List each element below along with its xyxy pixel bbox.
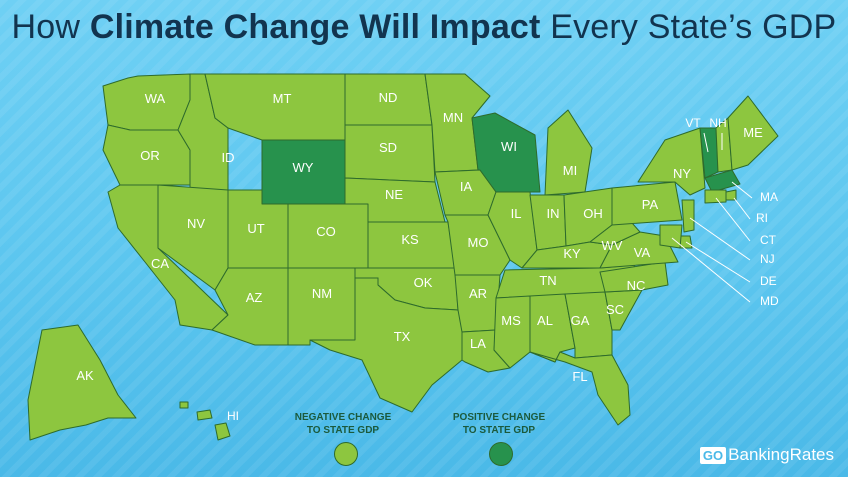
label-tx: TX bbox=[394, 329, 411, 344]
label-ca: CA bbox=[151, 256, 169, 271]
brand-logo: GO BankingRates bbox=[699, 445, 834, 465]
label-nj: NJ bbox=[760, 252, 775, 266]
legend-positive-line1: POSITIVE CHANGE bbox=[452, 412, 546, 423]
label-az: AZ bbox=[246, 290, 263, 305]
label-ms: MS bbox=[501, 313, 521, 328]
label-mn: MN bbox=[443, 110, 463, 125]
label-ne: NE bbox=[385, 187, 403, 202]
legend-negative-line2: TO STATE GDP bbox=[306, 425, 380, 436]
label-va: VA bbox=[634, 245, 651, 260]
state-me bbox=[727, 95, 779, 171]
label-ky: KY bbox=[563, 246, 581, 261]
state-ma bbox=[704, 169, 741, 193]
label-md: MD bbox=[760, 294, 779, 308]
leader-ri bbox=[733, 197, 751, 220]
label-ar: AR bbox=[469, 286, 487, 301]
legend-positive-line2: TO STATE GDP bbox=[462, 425, 536, 436]
state-tx bbox=[309, 277, 466, 413]
label-al: AL bbox=[537, 313, 553, 328]
label-wi: WI bbox=[501, 139, 517, 154]
label-la: LA bbox=[470, 336, 486, 351]
state-nj bbox=[681, 199, 695, 233]
label-ok: OK bbox=[414, 275, 433, 290]
state-ct bbox=[704, 189, 727, 204]
callout-leaders bbox=[671, 132, 753, 303]
legend-negative-swatch bbox=[334, 442, 358, 466]
state-md bbox=[659, 224, 683, 249]
label-pa: PA bbox=[642, 197, 659, 212]
state-mi bbox=[544, 109, 593, 196]
label-vt: VT bbox=[685, 116, 701, 130]
label-nv: NV bbox=[187, 216, 205, 231]
state-ak bbox=[27, 324, 137, 441]
legend-negative-text: NEGATIVE CHANGE TO STATE GDP bbox=[273, 411, 413, 437]
legend-negative-line1: NEGATIVE CHANGE bbox=[294, 412, 392, 423]
brand-name: BankingRates bbox=[728, 445, 834, 464]
state-hi bbox=[179, 401, 231, 441]
label-mo: MO bbox=[468, 235, 489, 250]
label-fl: FL bbox=[572, 369, 587, 384]
label-ny: NY bbox=[673, 166, 691, 181]
label-ut: UT bbox=[247, 221, 264, 236]
label-nm: NM bbox=[312, 286, 332, 301]
title-bold: Climate Change Will Impact bbox=[89, 8, 541, 46]
label-ga: GA bbox=[571, 313, 590, 328]
label-wv: WV bbox=[602, 238, 623, 253]
label-co: CO bbox=[316, 224, 336, 239]
label-sc: SC bbox=[606, 302, 624, 317]
label-wy: WY bbox=[293, 160, 314, 175]
label-oh: OH bbox=[583, 206, 603, 221]
label-ak: AK bbox=[76, 368, 94, 383]
label-il: IL bbox=[511, 206, 522, 221]
label-or: OR bbox=[140, 148, 160, 163]
legend-positive-swatch bbox=[489, 442, 513, 466]
state-ny bbox=[637, 127, 706, 196]
label-nc: NC bbox=[627, 278, 646, 293]
label-in: IN bbox=[547, 206, 560, 221]
label-tn: TN bbox=[539, 273, 556, 288]
state-shapes bbox=[27, 73, 779, 441]
label-de: DE bbox=[760, 274, 777, 288]
label-ia: IA bbox=[460, 179, 473, 194]
leader-de bbox=[685, 241, 751, 283]
state-ms bbox=[493, 295, 531, 369]
page-title: How Climate Change Will Impact Every Sta… bbox=[0, 8, 848, 47]
leader-vt bbox=[703, 132, 709, 153]
state-ar bbox=[454, 274, 501, 333]
title-suffix: Every State’s GDP bbox=[540, 8, 837, 46]
label-me: ME bbox=[743, 125, 763, 140]
label-sd: SD bbox=[379, 140, 397, 155]
leader-md bbox=[671, 237, 751, 303]
state-fl bbox=[529, 351, 631, 426]
label-mi: MI bbox=[563, 163, 577, 178]
state-pa bbox=[611, 181, 683, 226]
label-ks: KS bbox=[401, 232, 419, 247]
title-prefix: How bbox=[11, 8, 90, 46]
brand-go: GO bbox=[699, 446, 727, 464]
label-wa: WA bbox=[145, 91, 166, 106]
label-ma: MA bbox=[760, 190, 778, 204]
label-hi: HI bbox=[227, 409, 239, 423]
label-nh: NH bbox=[709, 116, 726, 130]
label-ri: RI bbox=[756, 211, 768, 225]
leader-ct bbox=[715, 197, 751, 242]
label-nd: ND bbox=[379, 90, 398, 105]
leader-ma bbox=[731, 181, 753, 199]
label-id: ID bbox=[222, 150, 235, 165]
state-az bbox=[211, 267, 289, 346]
leader-nj bbox=[689, 217, 751, 261]
label-mt: MT bbox=[273, 91, 292, 106]
state-labels: WA OR CA ID NV MT WY UT AZ CO NM ND SD NE KS OK TX MN IA MO… bbox=[76, 90, 779, 423]
state-nm bbox=[287, 267, 356, 346]
legend-positive-text: POSITIVE CHANGE TO STATE GDP bbox=[429, 411, 569, 437]
label-ct: CT bbox=[760, 233, 777, 247]
